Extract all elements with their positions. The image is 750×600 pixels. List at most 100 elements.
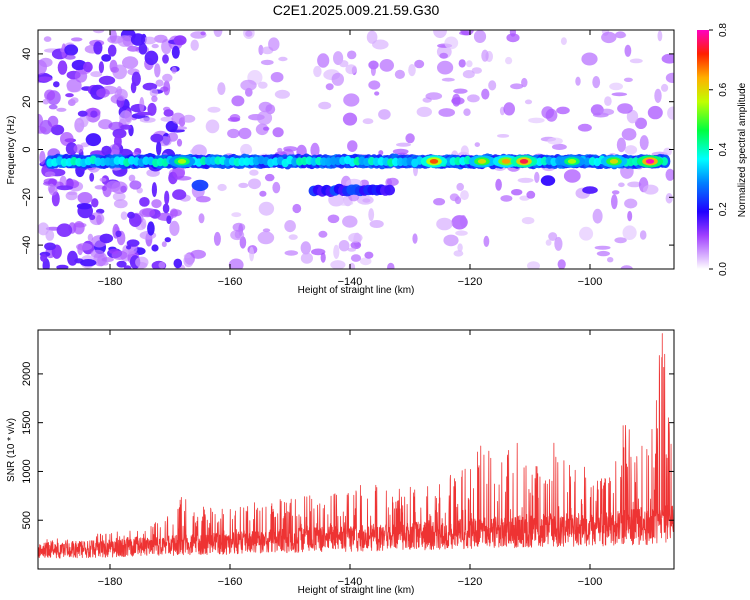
heatmap-noise-cell — [611, 190, 620, 195]
heatmap-noise-cell — [372, 39, 389, 50]
heatmap-noise-cell — [331, 72, 344, 86]
heatmap-noise-cell — [110, 66, 120, 73]
heatmap-noise-cell — [284, 250, 299, 256]
heatmap-noise-cell — [164, 190, 170, 205]
heatmap-peak — [567, 159, 577, 164]
heatmap-noise-cell — [618, 182, 625, 188]
heatmap-noise-cell — [112, 192, 126, 202]
heatmap-noise-cell — [231, 95, 245, 107]
heatmap-noise-cell — [268, 37, 280, 51]
heatmap-noise-cell — [151, 244, 159, 252]
heatmap-noise-cell — [473, 30, 487, 43]
heatmap-noise-cell — [270, 72, 284, 83]
heatmap-noise-cell — [155, 79, 164, 87]
heatmap-noise-cell — [42, 98, 50, 105]
snr-y-ticks: 500 1000 1500 2000 — [21, 362, 674, 529]
y-tick-label: 1500 — [21, 410, 33, 434]
heatmap-noise-cell — [50, 124, 65, 136]
heatmap-noise-cell — [138, 43, 148, 55]
heatmap-noise-cell — [150, 133, 164, 143]
heatmap-noise-cell — [272, 181, 281, 194]
heatmap-noise-cell — [577, 123, 592, 132]
heatmap-noise-cell — [119, 110, 133, 126]
heatmap-noise-cell — [90, 110, 98, 118]
heatmap-noise-cell — [172, 189, 187, 200]
heatmap-noise-cell — [277, 147, 283, 153]
heatmap-noise-cell — [77, 192, 93, 204]
heatmap-noise-cell — [64, 54, 76, 60]
heatmap-noise-cell — [96, 88, 110, 98]
heatmap-noise-cell — [379, 59, 394, 72]
y-tick-label: −40 — [21, 236, 33, 255]
heatmap-noise-cell — [176, 138, 183, 147]
heatmap-noise-cell — [345, 64, 357, 75]
heatmap-noise-cell — [120, 124, 132, 130]
heatmap-noise-cell — [596, 250, 611, 257]
heatmap-noise-cell — [657, 30, 663, 42]
heatmap-noise-cell — [53, 81, 60, 88]
spectrogram-y-ticks: −40 −20 0 20 40 — [21, 48, 674, 255]
heatmap-noise-cell — [665, 193, 673, 204]
heatmap-noise-cell — [228, 258, 244, 269]
heatmap-noise-cell — [48, 185, 58, 196]
heatmap-noise-cell — [161, 241, 167, 248]
heatmap-noise-cell — [200, 31, 206, 36]
heatmap-noise-cell — [65, 93, 74, 98]
heatmap-noise-cell — [378, 109, 391, 120]
heatmap-noise-cell — [639, 135, 649, 151]
colorbar-tick-label: 0.8 — [718, 23, 729, 37]
heatmap-noise-cell — [412, 233, 418, 244]
heatmap-noise-cell — [414, 59, 425, 69]
heatmap-noise-cell — [451, 97, 465, 105]
heatmap-noise-cell — [667, 106, 674, 120]
heatmap-noise-cell — [483, 235, 490, 247]
heatmap-noise-cell — [318, 230, 328, 238]
heatmap-noise-cell — [165, 120, 178, 133]
heatmap-noise-cell — [609, 82, 623, 91]
heatmap-noise-cell — [458, 59, 466, 68]
heatmap-noise-cell — [436, 217, 453, 231]
spectrogram-x-ticks: −180 −160 −140 −120 −100 — [98, 30, 602, 288]
heatmap-peak — [501, 159, 511, 164]
heatmap-noise-cell — [368, 80, 381, 90]
heatmap-noise-cell — [99, 177, 107, 182]
heatmap-noise-cell — [396, 142, 411, 147]
heatmap-noise-cell — [456, 182, 465, 191]
heatmap-noise-cell — [300, 241, 311, 255]
snr-panel: −180 −160 −140 −120 −100 500 1000 1500 2000 Hei… — [6, 329, 675, 596]
heatmap-noise-cell — [101, 54, 112, 62]
x-tick-label: −140 — [338, 576, 363, 588]
heatmap-noise-cell — [300, 252, 313, 264]
heatmap-noise-cell — [123, 265, 132, 269]
heatmap-noise-cell — [99, 233, 114, 244]
heatmap-noise-cell — [147, 221, 155, 236]
heatmap-noise-cell — [433, 30, 447, 39]
heatmap-noise-cell — [90, 71, 103, 78]
heatmap-noise-cell — [521, 77, 528, 88]
heatmap-secondary-band-cell — [582, 186, 598, 194]
heatmap-noise-cell — [592, 208, 603, 224]
x-tick-label: −180 — [98, 276, 123, 288]
heatmap-noise-cell — [169, 220, 180, 236]
heatmap-noise-cell — [350, 254, 362, 262]
heatmap-noise-cell — [149, 88, 159, 97]
heatmap-noise-cell — [616, 137, 627, 153]
heatmap-noise-cell — [256, 110, 273, 125]
heatmap-noise-cell — [547, 137, 563, 145]
heatmap-noise-cell — [39, 57, 53, 68]
heatmap-noise-cell — [541, 106, 554, 119]
heatmap-noise-cell — [127, 45, 140, 52]
heatmap-noise-cell — [624, 44, 632, 57]
colorbar: 0.0 0.2 0.4 0.6 0.8 Normalized spectral ampl… — [697, 23, 748, 276]
heatmap-noise-cell — [622, 225, 637, 240]
heatmap-noise-cell — [245, 30, 253, 37]
heatmap-noise-cell — [488, 80, 497, 91]
heatmap-noise-cell — [240, 79, 257, 91]
heatmap-noise-cell — [534, 171, 540, 183]
heatmap-noise-cell — [80, 142, 90, 148]
heatmap-noise-cell — [170, 209, 182, 217]
heatmap-noise-cell — [259, 190, 267, 197]
heatmap-noise-cell — [556, 106, 570, 115]
heatmap-noise-cell — [240, 143, 253, 156]
heatmap-noise-cell — [163, 109, 174, 117]
